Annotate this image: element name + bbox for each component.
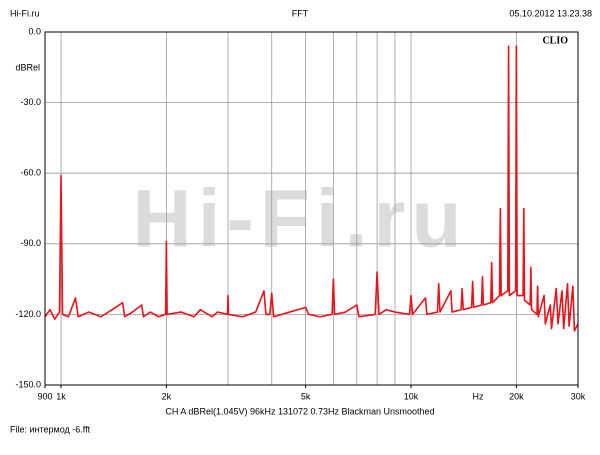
header-right: 05.10.2012 13.23.38 [509,8,592,18]
settings-line: CH A dBRel(1.045V) 96kHz 131072 0.73Hz B… [165,406,434,416]
x-axis-label: Hz [473,391,484,401]
brand: CLIO [542,35,568,46]
spectrum-line [44,45,579,332]
x-tick-label: 10k [404,391,419,401]
x-tick-label: 20k [509,391,524,401]
x-tick-label: 2k [162,391,172,401]
chart-title: FFT [292,8,309,18]
watermark: Hi-Fi.ru [133,174,468,265]
y-tick-label: -90.0 [20,238,41,248]
y-tick-label: -60.0 [20,168,41,178]
x-tick-label: 1k [56,391,66,401]
y-tick-label: -120.0 [15,309,41,319]
plot-frame [44,31,579,386]
header-left: Hi-Fi.ru [10,8,40,18]
file-line: File: интермод -6.fft [10,424,91,434]
x-tick-label: 900 [37,391,52,401]
y-tick-label: 0.0 [28,26,41,36]
y-axis-label: dBRel [15,62,40,72]
y-tick-label: -150.0 [15,379,41,389]
y-tick-label: -30.0 [20,97,41,107]
x-tick-label: 5k [301,391,311,401]
x-tick-label: 30k [571,391,586,401]
